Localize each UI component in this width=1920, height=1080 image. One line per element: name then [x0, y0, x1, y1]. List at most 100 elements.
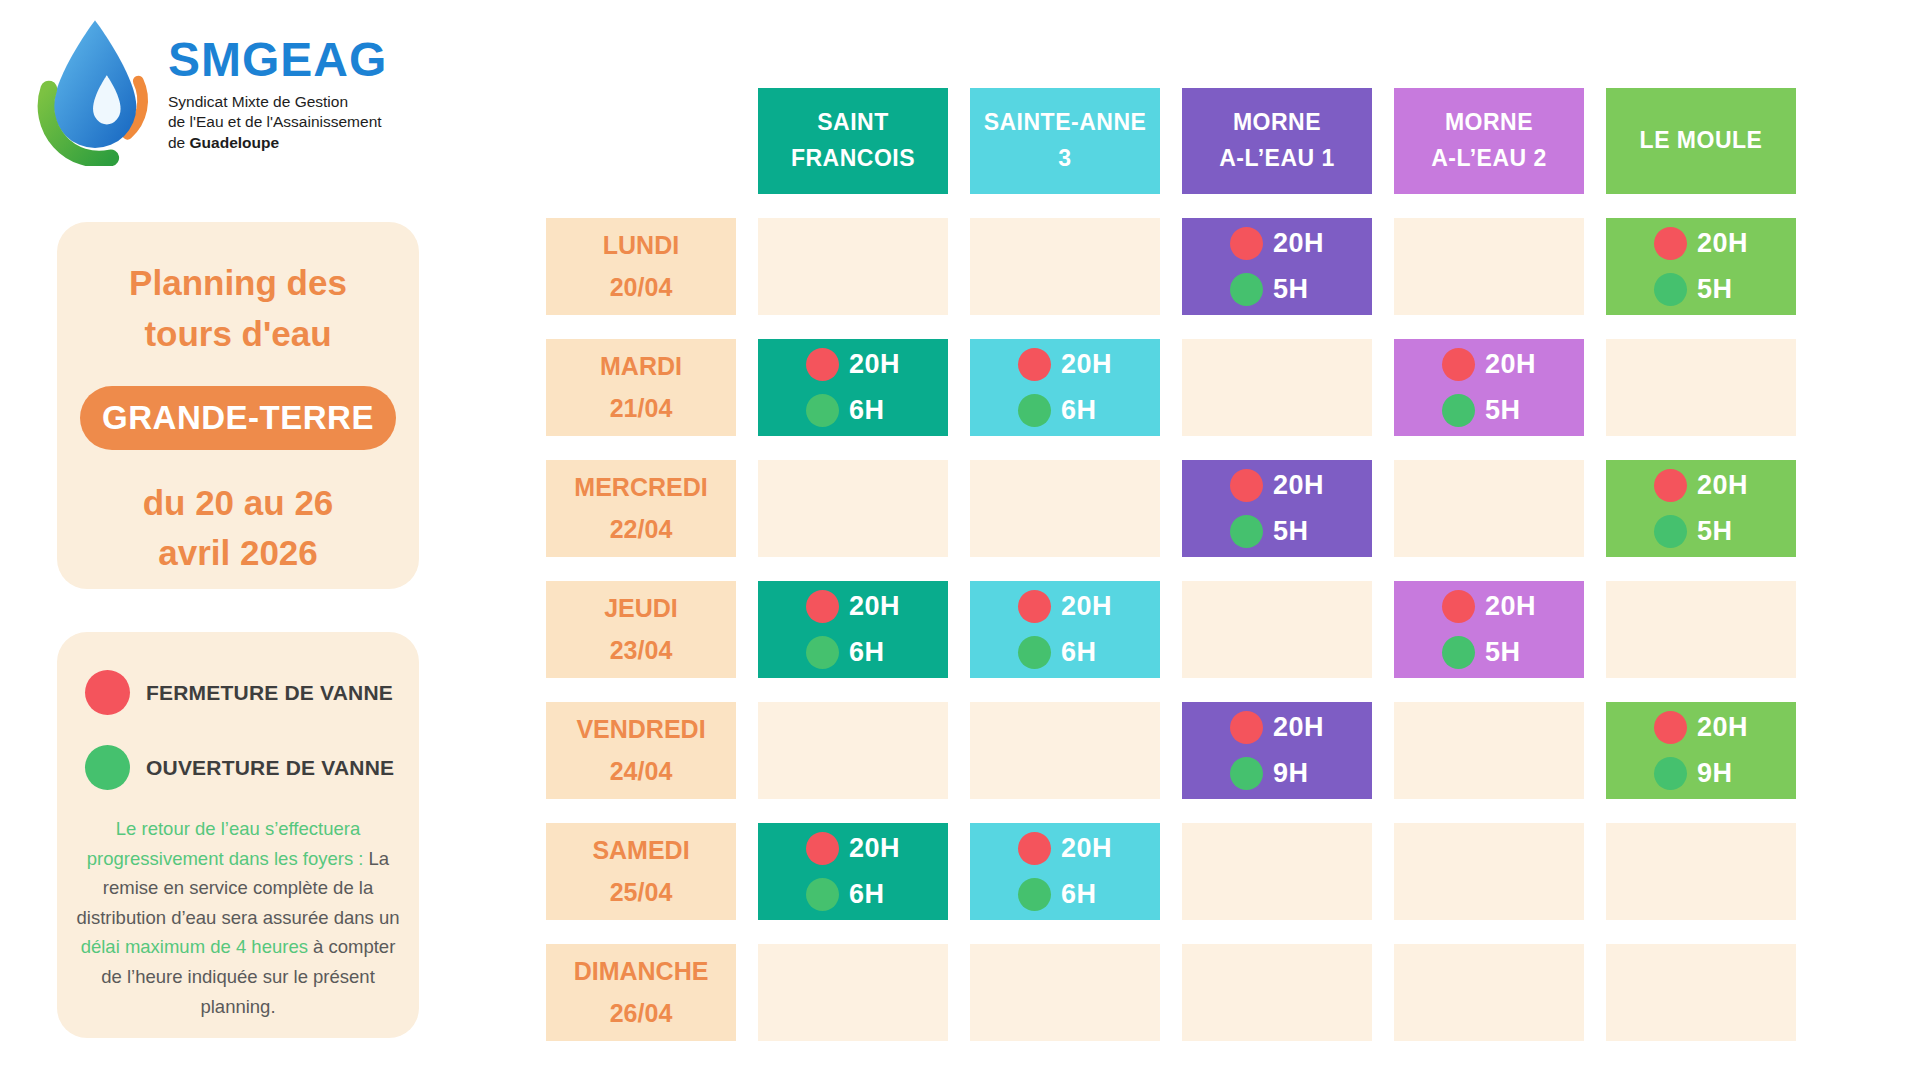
valve-close-time: 20H [1485, 349, 1536, 380]
valve-close-time: 20H [1061, 833, 1112, 864]
schedule-cell-mardi-morne-a-leau-2: 20H5H [1394, 339, 1584, 436]
valve-open-time: 9H [1273, 758, 1309, 789]
valve-close-time: 20H [1273, 228, 1324, 259]
slot-stack: 20H5H [1230, 227, 1324, 306]
valve-open-slot: 9H [1230, 757, 1324, 790]
valve-close-dot-icon [1442, 590, 1475, 623]
valve-open-dot-icon [1654, 515, 1687, 548]
day-date: 22/04 [610, 509, 673, 550]
valve-close-time: 20H [1061, 591, 1112, 622]
schedule-cell-lundi-morne-a-leau-1: 20H5H [1182, 218, 1372, 315]
valve-close-dot-icon [1230, 711, 1263, 744]
valve-close-dot-icon [1654, 227, 1687, 260]
valve-open-time: 5H [1273, 274, 1309, 305]
valve-close-slot: 20H [1230, 469, 1324, 502]
schedule-cell-vendredi-le-moule: 20H9H [1606, 702, 1796, 799]
valve-open-dot-icon [1442, 636, 1475, 669]
schedule-cell-samedi-morne-a-leau-1 [1182, 823, 1372, 920]
site-header-line: 3 [1058, 141, 1071, 177]
schedule-cell-mercredi-le-moule: 20H5H [1606, 460, 1796, 557]
day-date: 25/04 [610, 872, 673, 913]
day-name: MERCREDI [574, 467, 707, 508]
schedule-cell-vendredi-morne-a-leau-1: 20H9H [1182, 702, 1372, 799]
smgeag-logo: SMGEAG Syndicat Mixte de Gestion de l'Ea… [36, 14, 387, 166]
valve-close-dot-icon [1654, 711, 1687, 744]
valve-open-slot: 6H [806, 878, 900, 911]
valve-open-dot-icon [1018, 878, 1051, 911]
valve-open-dot-icon [806, 394, 839, 427]
day-name: DIMANCHE [574, 951, 709, 992]
schedule-cell-dimanche-sainte-anne-3 [970, 944, 1160, 1041]
site-header-line: FRANCOIS [791, 141, 915, 177]
valve-open-dot-icon [1230, 273, 1263, 306]
schedule-cell-mardi-morne-a-leau-1 [1182, 339, 1372, 436]
valve-open-time: 6H [1061, 879, 1097, 910]
valve-close-time: 20H [849, 349, 900, 380]
schedule-cell-vendredi-saint-francois [758, 702, 948, 799]
day-date: 21/04 [610, 388, 673, 429]
valve-open-slot: 5H [1442, 636, 1536, 669]
valve-close-time: 20H [1697, 712, 1748, 743]
slot-stack: 20H5H [1442, 348, 1536, 427]
schedule-cell-lundi-morne-a-leau-2 [1394, 218, 1584, 315]
valve-close-dot-icon [1654, 469, 1687, 502]
valve-close-slot: 20H [806, 590, 900, 623]
valve-open-dot-icon [1654, 273, 1687, 306]
schedule-cell-samedi-morne-a-leau-2 [1394, 823, 1584, 920]
valve-close-time: 20H [1273, 712, 1324, 743]
valve-open-dot-icon [1230, 515, 1263, 548]
valve-open-time: 6H [849, 879, 885, 910]
valve-close-dot-icon [1018, 348, 1051, 381]
valve-close-slot: 20H [1018, 590, 1112, 623]
slot-stack: 20H5H [1654, 227, 1748, 306]
valve-close-time: 20H [849, 833, 900, 864]
valve-close-slot: 20H [1442, 348, 1536, 381]
valve-open-dot-icon [1018, 394, 1051, 427]
valve-close-dot-icon [85, 670, 130, 715]
valve-open-slot: 5H [1442, 394, 1536, 427]
valve-open-time: 6H [1061, 395, 1097, 426]
slot-stack: 20H6H [1018, 832, 1112, 911]
schedule-cell-samedi-saint-francois: 20H6H [758, 823, 948, 920]
schedule-cell-dimanche-morne-a-leau-2 [1394, 944, 1584, 1041]
schedule-cell-jeudi-le-moule [1606, 581, 1796, 678]
valve-close-time: 20H [849, 591, 900, 622]
valve-close-time: 20H [1273, 470, 1324, 501]
day-name: VENDREDI [576, 709, 705, 750]
valve-open-dot-icon [1018, 636, 1051, 669]
day-cell-vendredi: VENDREDI24/04 [546, 702, 736, 799]
grid-corner-spacer [546, 88, 736, 194]
valve-open-time: 5H [1697, 274, 1733, 305]
slot-stack: 20H5H [1230, 469, 1324, 548]
day-date: 23/04 [610, 630, 673, 671]
water-drop-logo-icon [36, 14, 154, 166]
valve-open-dot-icon [85, 745, 130, 790]
valve-open-time: 6H [849, 637, 885, 668]
schedule-cell-vendredi-morne-a-leau-2 [1394, 702, 1584, 799]
site-header-line: SAINTE-ANNE [984, 105, 1147, 141]
valve-open-time: 5H [1485, 395, 1521, 426]
valve-close-dot-icon [1018, 590, 1051, 623]
valve-close-slot: 20H [1654, 227, 1748, 260]
site-header-line: LE MOULE [1640, 123, 1763, 159]
schedule-cell-dimanche-saint-francois [758, 944, 948, 1041]
schedule-cell-vendredi-sainte-anne-3 [970, 702, 1160, 799]
valve-open-slot: 5H [1654, 515, 1748, 548]
day-cell-samedi: SAMEDI25/04 [546, 823, 736, 920]
day-name: MARDI [600, 346, 682, 387]
logo-acronym: SMGEAG [168, 36, 387, 84]
legend-open-label: OUVERTURE DE VANNE [146, 756, 394, 780]
schedule-cell-lundi-le-moule: 20H5H [1606, 218, 1796, 315]
site-header-morne-a-leau-2: MORNEA-L’EAU 2 [1394, 88, 1584, 194]
day-date: 26/04 [610, 993, 673, 1034]
planning-poster: { "logo": { "acronym": "SMGEAG", "subtit… [0, 0, 1920, 1080]
schedule-cell-jeudi-sainte-anne-3: 20H6H [970, 581, 1160, 678]
valve-close-time: 20H [1697, 470, 1748, 501]
site-header-sainte-anne-3: SAINTE-ANNE3 [970, 88, 1160, 194]
site-header-line: MORNE [1233, 105, 1321, 141]
slot-stack: 20H6H [1018, 590, 1112, 669]
day-name: SAMEDI [592, 830, 689, 871]
valve-open-slot: 5H [1230, 273, 1324, 306]
schedule-cell-mercredi-saint-francois [758, 460, 948, 557]
region-badge: GRANDE-TERRE [80, 386, 396, 450]
